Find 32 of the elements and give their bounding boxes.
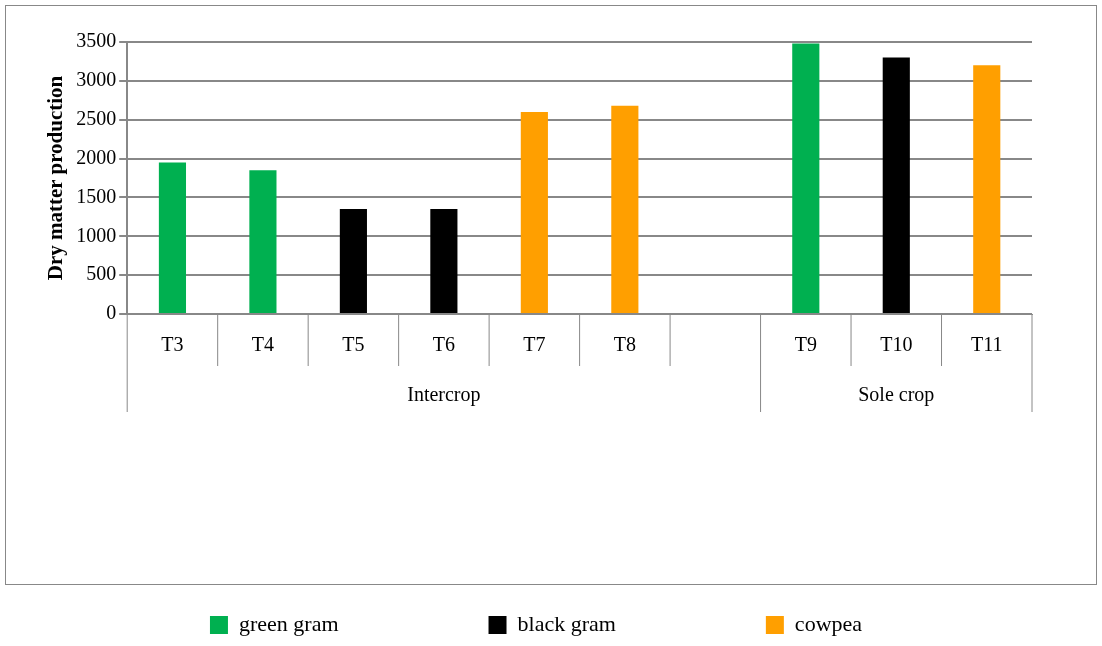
x-tick-label: T9 bbox=[794, 333, 817, 356]
x-tick-label: T5 bbox=[342, 333, 365, 356]
x-tick-label: T6 bbox=[432, 333, 455, 356]
bar bbox=[882, 57, 910, 313]
y-tick-label: 3500 bbox=[76, 29, 117, 52]
bar bbox=[611, 105, 639, 313]
x-tick-label: T4 bbox=[251, 333, 275, 356]
y-tick-label: 2500 bbox=[76, 106, 117, 129]
y-axis-title: Dry matter production bbox=[43, 75, 68, 281]
y-tick-label: 1000 bbox=[76, 223, 117, 246]
bar bbox=[249, 170, 277, 313]
x-tick-label: T7 bbox=[523, 333, 546, 356]
y-tick-label: 500 bbox=[86, 262, 117, 285]
x-tick-label: T11 bbox=[971, 333, 1003, 356]
text: Sole crop bbox=[858, 383, 935, 407]
bar bbox=[973, 65, 1001, 313]
bar bbox=[339, 209, 367, 313]
legend-label: green gram bbox=[238, 610, 339, 636]
x-tick-label: T10 bbox=[880, 333, 913, 356]
y-tick-label: 1500 bbox=[76, 184, 117, 207]
x-tick-label: T8 bbox=[613, 333, 636, 356]
text: Intercrop bbox=[407, 383, 481, 407]
bar bbox=[430, 209, 458, 313]
legend-label: cowpea bbox=[794, 610, 863, 636]
legend-label: black gram bbox=[517, 610, 616, 636]
bar bbox=[520, 111, 548, 313]
y-tick-label: 2000 bbox=[76, 145, 117, 168]
y-tick-label: 0 bbox=[106, 301, 117, 324]
bar bbox=[158, 162, 187, 313]
y-tick-label: 3000 bbox=[76, 68, 117, 91]
bar bbox=[792, 43, 820, 313]
x-tick-label: T3 bbox=[161, 333, 184, 356]
